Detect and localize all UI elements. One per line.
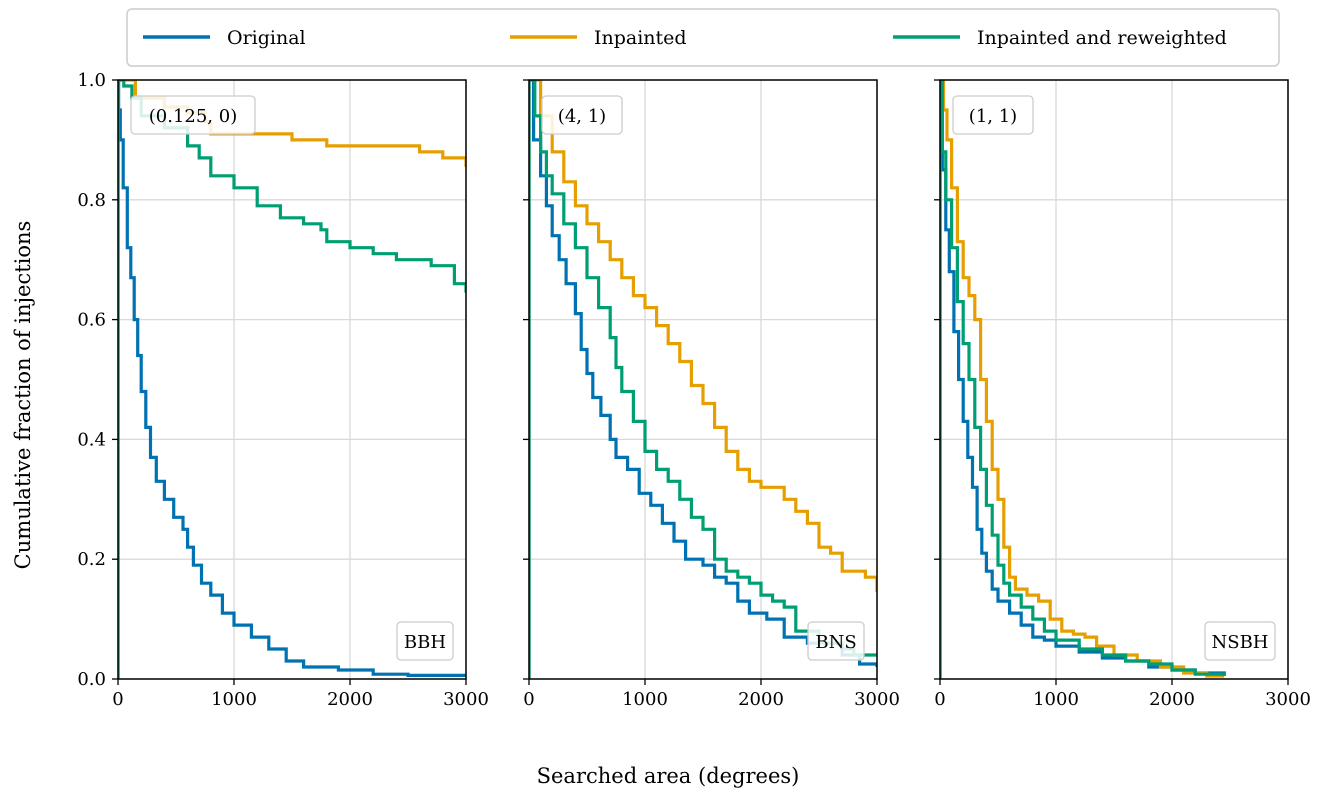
x-tick-label: 1000 <box>1033 689 1079 710</box>
series-line <box>118 80 466 679</box>
series-line <box>529 80 877 679</box>
panel: 0 1000 2000 3000 0.0 0.2 0.4 0.6 0.8 1.0 (0.125, 0… <box>77 70 489 710</box>
class-label-box <box>1204 621 1276 661</box>
x-tick-label: 3000 <box>1265 689 1311 710</box>
x-tick-label: 1000 <box>211 689 257 710</box>
class-label: BNS <box>815 632 856 653</box>
param-label-box <box>952 95 1034 135</box>
panel: 0 1000 2000 3000 (1, 1) NSBH <box>934 79 1311 710</box>
param-label-box <box>541 95 623 135</box>
x-tick-label: 0 <box>523 689 534 710</box>
axes-frame <box>117 79 467 680</box>
x-tick-label: 2000 <box>738 689 784 710</box>
class-label: NSBH <box>1211 632 1268 653</box>
series-line <box>118 80 466 679</box>
grid <box>528 79 878 680</box>
x-tick-label: 2000 <box>327 689 373 710</box>
y-tick-label: 0.6 <box>77 310 106 331</box>
legend-label: Inpainted and reweighted <box>977 27 1227 49</box>
x-tick-label: 0 <box>112 689 123 710</box>
series-group <box>940 80 1226 679</box>
x-tick-label: 2000 <box>1149 689 1195 710</box>
class-label: BBH <box>404 632 446 653</box>
series-line <box>940 80 1225 679</box>
class-label-box <box>807 621 865 661</box>
legend-frame <box>126 8 1280 67</box>
y-tick-label: 0.0 <box>77 669 106 690</box>
y-tick-label: 0.4 <box>77 429 106 450</box>
x-tick-label: 3000 <box>443 689 489 710</box>
panels: 0 1000 2000 3000 0.0 0.2 0.4 0.6 0.8 1.0 (0.125, 0… <box>77 70 1311 710</box>
x-tick-label: 1000 <box>622 689 668 710</box>
series-line <box>940 80 1226 679</box>
panel: 0 1000 2000 3000 (4, 1) BNS <box>523 79 900 710</box>
series-group <box>118 80 466 679</box>
x-tick-label: 0 <box>934 689 945 710</box>
y-tick-label: 1.0 <box>77 70 106 91</box>
param-label: (0.125, 0) <box>149 106 237 127</box>
series-line <box>529 80 877 679</box>
param-label: (1, 1) <box>969 106 1017 127</box>
param-label-box <box>130 95 256 135</box>
y-tick-label: 0.2 <box>77 549 106 570</box>
param-label: (4, 1) <box>558 106 606 127</box>
legend-label: Original <box>227 27 306 49</box>
x-tick-label: 3000 <box>854 689 900 710</box>
y-tick-label: 0.8 <box>77 190 106 211</box>
legend-label: Inpainted <box>594 27 687 49</box>
series-line <box>529 80 877 679</box>
legend: Original Inpainted Inpainted and reweighte… <box>126 8 1280 67</box>
axes-frame <box>528 79 878 680</box>
series-group <box>529 80 877 679</box>
axes-frame <box>939 79 1289 680</box>
grid <box>117 79 467 680</box>
class-label-box <box>396 621 454 661</box>
x-axis-label: Searched area (degrees) <box>537 764 800 788</box>
series-line <box>118 80 466 679</box>
y-axis-label: Cumulative fraction of injections <box>11 221 35 570</box>
